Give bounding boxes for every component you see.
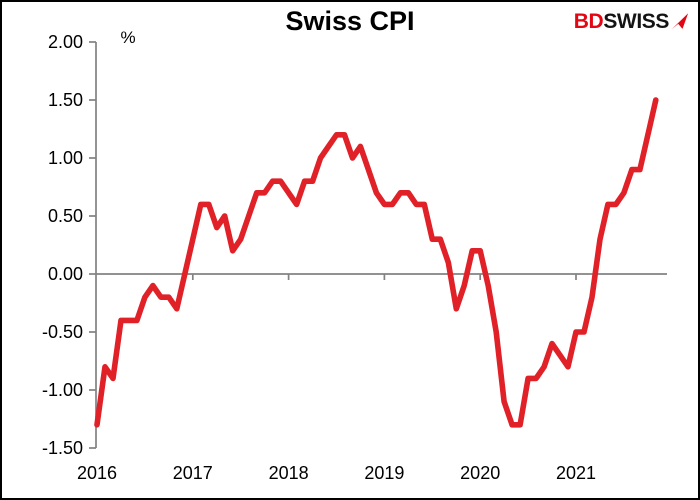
logo-text-bd: BD: [573, 10, 604, 33]
brand-logo: BD SWISS: [574, 11, 689, 32]
chart-title: Swiss CPI: [285, 6, 415, 36]
percent-unit-label: %: [120, 28, 135, 47]
x-axis-tick-label: 2018: [269, 463, 309, 483]
x-axis-tick-label: 2021: [556, 463, 596, 483]
x-axis-tick-label: 2016: [77, 463, 117, 483]
y-axis-tick-label: 2.00: [48, 32, 83, 52]
y-axis-tick-label: -1.50: [42, 438, 83, 458]
y-axis-tick-label: 1.00: [48, 148, 83, 168]
y-axis-tick-label: 1.50: [48, 90, 83, 110]
cpi-line-series: [94, 97, 659, 428]
x-axis-tick-label: 2019: [364, 463, 404, 483]
y-axis-tick-label: -0.50: [42, 322, 83, 342]
y-axis-tick-label: 0.00: [48, 264, 83, 284]
x-axis-tick-label: 2017: [173, 463, 213, 483]
x-axis-tick-label: 2020: [460, 463, 500, 483]
arrow-up-right-icon: [671, 13, 689, 30]
y-axis-tick-label: -1.00: [42, 380, 83, 400]
logo-text-swiss: SWISS: [603, 10, 669, 33]
y-axis-tick-label: 0.50: [48, 206, 83, 226]
